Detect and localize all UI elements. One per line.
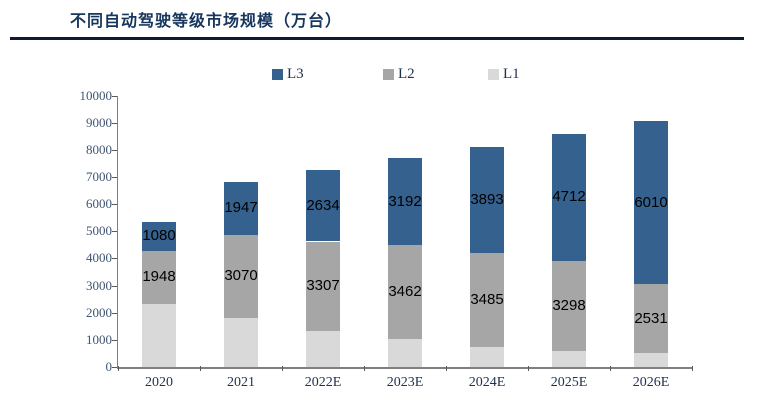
y-axis-tick (112, 204, 117, 205)
x-axis-label-2021: 2021 (227, 375, 255, 390)
y-axis-label: 2000 (86, 305, 112, 320)
bar-segment-l3-2022E (306, 169, 340, 242)
x-axis-tick (200, 366, 201, 371)
y-axis-tick (112, 150, 117, 151)
bar-segment-l2-2023E (388, 245, 422, 340)
chart-title: 不同自动驾驶等级市场规模（万台） (70, 13, 343, 30)
bar-segment-l2-2021 (224, 234, 258, 318)
x-axis-tick (692, 366, 693, 371)
x-axis-label-2025E: 2025E (550, 375, 588, 390)
y-axis-label: 0 (105, 359, 113, 374)
x-axis-tick (528, 366, 529, 371)
y-axis-tick (112, 258, 117, 259)
x-axis-label-2024E: 2024E (468, 375, 506, 390)
legend-swatch-l1 (488, 68, 499, 80)
bar-segment-l3-2026E (634, 121, 668, 285)
x-axis-tick (364, 366, 365, 371)
x-axis-label-2023E: 2023E (386, 375, 424, 390)
x-axis-tick (610, 366, 611, 371)
bar-segment-l3-2023E (388, 158, 422, 246)
bar-value-label-l3-2025E: 4712 (552, 188, 586, 205)
y-axis-label: 5000 (86, 223, 112, 238)
bar-segment-l2-2024E (470, 252, 504, 348)
bar-value-label-l2-2023E: 3462 (388, 283, 422, 300)
bar-segment-l2-2020 (142, 250, 176, 304)
y-axis-tick (112, 286, 117, 287)
bar-segment-l2-2025E (552, 261, 586, 351)
y-axis-tick (112, 231, 117, 232)
y-axis-label: 3000 (86, 278, 112, 293)
y-axis-label: 10000 (79, 88, 113, 103)
x-axis-tick (118, 366, 119, 371)
y-axis-label: 6000 (86, 196, 112, 211)
bar-value-label-l2-2021: 3070 (224, 267, 258, 284)
x-axis-label-2020: 2020 (145, 375, 173, 390)
y-axis-tick (112, 340, 117, 341)
y-axis-line (117, 95, 118, 369)
x-axis-line (118, 367, 692, 369)
y-axis-label: 1000 (86, 332, 112, 347)
bar-value-label-l3-2026E: 6010 (634, 194, 668, 211)
y-axis-tick (112, 313, 117, 314)
bar-segment-l1-2024E (470, 347, 504, 367)
bar-value-label-l3-2021: 1947 (224, 199, 258, 216)
bar-value-label-l2-2024E: 3485 (470, 291, 504, 308)
bar-segment-l3-2024E (470, 146, 504, 253)
legend-item-l2: L2 (383, 66, 415, 82)
legend-label: L3 (287, 66, 304, 82)
legend-swatch-l3 (272, 68, 283, 80)
y-axis-label: 9000 (86, 115, 112, 130)
legend-item-l1: L1 (488, 66, 520, 82)
bar-value-label-l2-2020: 1948 (142, 268, 176, 285)
x-axis-tick (446, 366, 447, 371)
bar-value-label-l3-2022E: 2634 (306, 197, 340, 214)
x-axis-label-2026E: 2026E (632, 375, 670, 390)
legend-label: L2 (398, 66, 415, 82)
y-axis-tick (112, 96, 117, 97)
x-axis-tick (282, 366, 283, 371)
legend-swatch-l2 (383, 68, 394, 80)
y-axis-label: 7000 (86, 169, 112, 184)
bar-segment-l3-2021 (224, 181, 258, 235)
bar-segment-l1-2021 (224, 317, 258, 367)
x-axis-label-2022E: 2022E (304, 375, 342, 390)
bar-value-label-l2-2022E: 3307 (306, 277, 340, 294)
y-axis-label: 4000 (86, 250, 112, 265)
bar-segment-l1-2020 (142, 303, 176, 367)
bar-value-label-l2-2026E: 2531 (634, 310, 668, 327)
y-axis-label: 8000 (86, 142, 112, 157)
bar-segment-l2-2026E (634, 284, 668, 353)
legend-label: L1 (503, 66, 520, 82)
bar-value-label-l3-2024E: 3893 (470, 191, 504, 208)
bar-segment-l1-2022E (306, 331, 340, 367)
title-underline (10, 37, 744, 40)
y-axis-tick (112, 123, 117, 124)
bar-segment-l1-2026E (634, 353, 668, 367)
bar-segment-l3-2025E (552, 133, 586, 262)
legend-item-l3: L3 (272, 66, 304, 82)
bar-segment-l1-2025E (552, 350, 586, 367)
bar-value-label-l3-2023E: 3192 (388, 193, 422, 210)
bar-segment-l3-2020 (142, 221, 176, 251)
bar-value-label-l3-2020: 1080 (142, 227, 176, 244)
y-axis-tick (112, 367, 117, 368)
bar-segment-l1-2023E (388, 339, 422, 367)
bar-value-label-l2-2025E: 3298 (552, 297, 586, 314)
y-axis-tick (112, 177, 117, 178)
bar-segment-l2-2022E (306, 241, 340, 332)
